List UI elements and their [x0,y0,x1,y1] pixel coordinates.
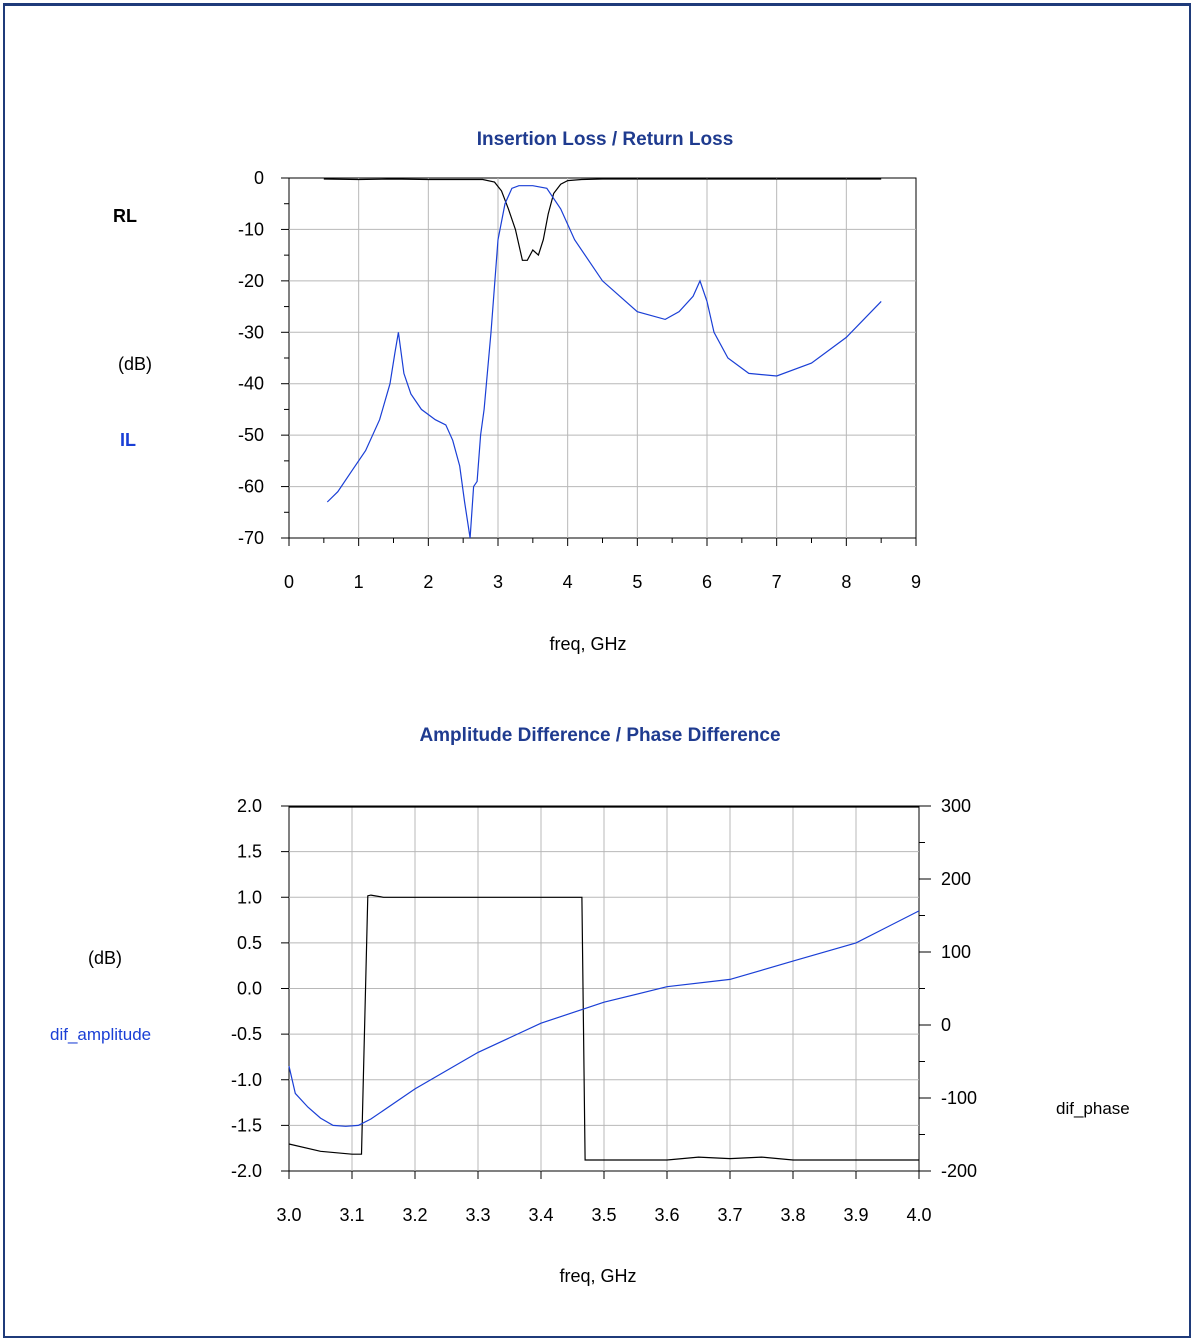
chart1-grid [289,178,916,538]
chart1-y-tick-label-0: 0 [254,168,264,188]
chart2-x-tick-label-5: 3.5 [591,1205,616,1225]
chart2-y-ticks-left: 2.0 1.5 1.0 0.5 0.0 -0.5 -1.0 -1.5 -2.0 [231,796,289,1181]
chart2-x-tick-label-8: 3.8 [780,1205,805,1225]
chart1-x-tick-label-9: 9 [911,572,921,592]
chart2-title: Amplitude Difference / Phase Difference [419,725,780,746]
chart1-y-tick-label-2: -20 [238,271,264,291]
chart2-x-axis-label: freq, GHz [559,1266,636,1286]
series-line-dif-amplitude [288,910,920,1127]
chart1-y-tick-label-3: -30 [238,322,264,342]
chart2-x-tick-label-0: 3.0 [276,1205,301,1225]
chart2-unit-label: (dB) [88,948,122,968]
chart1-x-tick-label-6: 6 [702,572,712,592]
series-line-dif-phase [288,894,919,1161]
chart2-y-right-tick-label-5: -200 [941,1161,977,1181]
chart1-x-tick-label-0: 0 [284,572,294,592]
chart2-x-tick-label-7: 3.7 [717,1205,742,1225]
chart2-x-tick-label-1: 3.1 [339,1205,364,1225]
chart2-x-tick-label-9: 3.9 [843,1205,868,1225]
chart2-x-tick-label-10: 4.0 [906,1205,931,1225]
chart2-y-left-tick-label-4: 0.0 [237,979,262,999]
chart1-title: Insertion Loss / Return Loss [477,129,734,150]
chart1-x-axis-label: freq, GHz [549,634,626,654]
chart2-y-left-tick-label-5: -0.5 [231,1024,262,1044]
chart2-x-tick-label-2: 3.2 [402,1205,427,1225]
chart-amplitude-phase-difference: Amplitude Difference / Phase Difference … [50,725,1130,1286]
chart1-y-ticks: 0 -10 -20 -30 -40 -50 -60 -70 [238,168,289,548]
chart2-y-left-tick-label-2: 1.0 [237,887,262,907]
chart1-y-tick-label-7: -70 [238,528,264,548]
chart2-x-tick-label-3: 3.3 [465,1205,490,1225]
chart1-y-tick-label-5: -50 [238,425,264,445]
chart1-unit-label: (dB) [118,354,152,374]
chart2-y-ticks-right: 300 200 100 0 -100 -200 [919,796,977,1181]
chart2-y-left-tick-label-3: 0.5 [237,933,262,953]
chart1-x-tick-label-3: 3 [493,572,503,592]
chart1-x-tick-label-8: 8 [841,572,851,592]
chart1-il-label: IL [120,430,136,450]
chart2-dif-amplitude-label: dif_amplitude [50,1025,151,1044]
page-frame [3,3,1191,1338]
chart1-y-tick-label-6: -60 [238,477,264,497]
chart2-y-left-tick-label-1: 1.5 [237,842,262,862]
chart1-x-ticks: 0 1 2 3 4 5 6 7 8 9 [284,538,921,592]
chart2-y-right-tick-label-4: -100 [941,1088,977,1108]
chart2-x-tick-label-6: 3.6 [654,1205,679,1225]
chart1-x-tick-label-2: 2 [423,572,433,592]
chart1-x-tick-label-7: 7 [772,572,782,592]
chart2-grid [289,806,919,1171]
chart2-y-right-tick-label-2: 100 [941,942,971,962]
chart2-y-right-tick-label-0: 300 [941,796,971,816]
chart1-rl-label: RL [113,206,137,226]
chart1-y-tick-label-1: -10 [238,219,264,239]
chart2-x-ticks: 3.0 3.1 3.2 3.3 3.4 3.5 3.6 3.7 3.8 3.9 4.0 [276,1171,932,1225]
series-line-rl [323,178,882,261]
chart2-dif-phase-label: dif_phase [1056,1099,1130,1118]
chart2-y-left-tick-label-7: -1.5 [231,1115,262,1135]
chart1-x-tick-label-5: 5 [632,572,642,592]
chart1-x-tick-label-1: 1 [354,572,364,592]
chart1-plot-area [288,177,917,539]
chart2-y-left-tick-label-8: -2.0 [231,1161,262,1181]
chart2-y-right-tick-label-1: 200 [941,869,971,889]
chart2-x-tick-label-4: 3.4 [528,1205,553,1225]
series-line-il [326,185,882,539]
chart2-y-left-tick-label-6: -1.0 [231,1070,262,1090]
chart2-y-right-tick-label-3: 0 [941,1015,951,1035]
chart2-y-left-tick-label-0: 2.0 [237,796,262,816]
chart1-x-tick-label-4: 4 [563,572,573,592]
chart1-y-tick-label-4: -40 [238,374,264,394]
